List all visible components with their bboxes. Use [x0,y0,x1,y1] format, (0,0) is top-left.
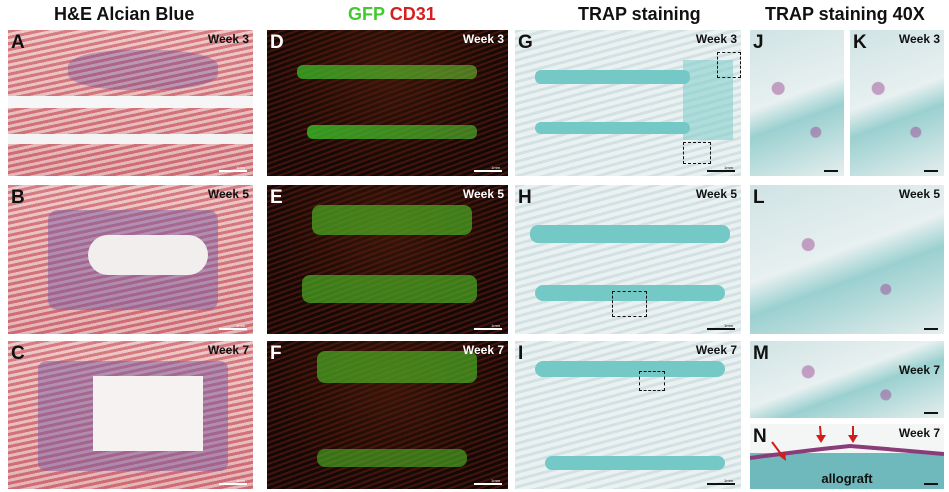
panel-f: F Week 7 1mm [267,341,508,489]
panel-n: N Week 7 allograft [750,424,944,489]
panel-e: E Week 5 1mm [267,185,508,334]
panel-g: G Week 3 1mm [515,30,741,176]
week-label-b: Week 5 [207,187,249,201]
arrow-icon [771,441,786,461]
inset-box-i [639,371,665,391]
week-label-f: Week 7 [462,343,504,357]
scale-text-h: 1mm [724,323,733,328]
panel-label-c: C [11,343,25,364]
scale-bar-e [474,328,502,330]
week-label-c: Week 7 [207,343,249,357]
scale-bar-b [219,328,247,330]
week-label-n: Week 7 [898,426,940,440]
panel-label-g: G [518,32,533,53]
scale-text-a: 1mm [236,165,245,170]
header-he-alcian-blue: H&E Alcian Blue [54,4,195,24]
scale-bar-m [924,412,938,414]
allograft-label: allograft [821,471,873,486]
header-gfp-cd31: GFP CD31 [348,4,436,25]
panel-l: L Week 5 [750,185,944,334]
scale-bar-f [474,483,502,485]
week-label-i: Week 7 [695,343,737,357]
scale-bar-n [924,483,938,485]
scale-bar-g [707,170,735,172]
scale-bar-c [219,483,247,485]
panel-label-l: L [753,187,765,208]
header-trap-40x: TRAP staining 40X [765,4,925,24]
panel-label-m: M [753,343,769,364]
week-label-m: Week 7 [898,363,940,377]
week-label-h: Week 5 [695,187,737,201]
scale-text-i: 1mm [724,478,733,483]
scale-text-g: 1mm [724,165,733,170]
week-label-k: Week 3 [898,32,940,46]
panel-c: C Week 7 1mm [8,341,253,489]
week-label-g: Week 3 [695,32,737,46]
scale-bar-h [707,328,735,330]
arrow-icon [848,426,858,443]
arrow-icon [816,425,826,443]
panel-label-e: E [270,187,283,208]
week-label-l: Week 5 [898,187,940,201]
panel-label-k: K [853,32,867,53]
arrows-overlay [750,425,944,461]
scale-bar-l [924,328,938,330]
inset-box-g-bottom [683,142,711,164]
scale-text-b: 1mm [236,323,245,328]
panel-label-j: J [753,32,764,53]
panel-i: I Week 7 1mm [515,341,741,489]
panel-b: B Week 5 1mm [8,185,253,334]
panel-label-i: I [518,343,524,364]
header-cd31: CD31 [389,4,436,24]
panel-h: H Week 5 1mm [515,185,741,334]
header-trap-staining: TRAP staining [578,4,701,24]
panel-label-a: A [11,32,25,53]
scale-bar-a [219,170,247,172]
panel-j: J [750,30,844,176]
scale-bar-i [707,483,735,485]
panel-k: K Week 3 [850,30,944,176]
inset-box-g-top [717,52,741,78]
scale-bar-j [824,170,838,172]
panel-label-f: F [270,343,282,364]
scale-text-f: 1mm [491,478,500,483]
week-label-d: Week 3 [462,32,504,46]
panel-label-h: H [518,187,532,208]
scale-text-d: 1mm [491,165,500,170]
scale-text-c: 1mm [236,478,245,483]
panel-d: D Week 3 1mm [267,30,508,176]
scale-bar-d [474,170,502,172]
panel-label-b: B [11,187,25,208]
scale-text-e: 1mm [491,323,500,328]
panel-m: M Week 7 [750,341,944,418]
panel-label-d: D [270,32,284,53]
scale-bar-k [924,170,938,172]
week-label-a: Week 3 [207,32,249,46]
panel-label-n: N [753,426,767,447]
inset-box-h [612,291,647,317]
header-gfp: GFP [348,4,385,24]
week-label-e: Week 5 [462,187,504,201]
panel-a: A Week 3 1mm [8,30,253,176]
